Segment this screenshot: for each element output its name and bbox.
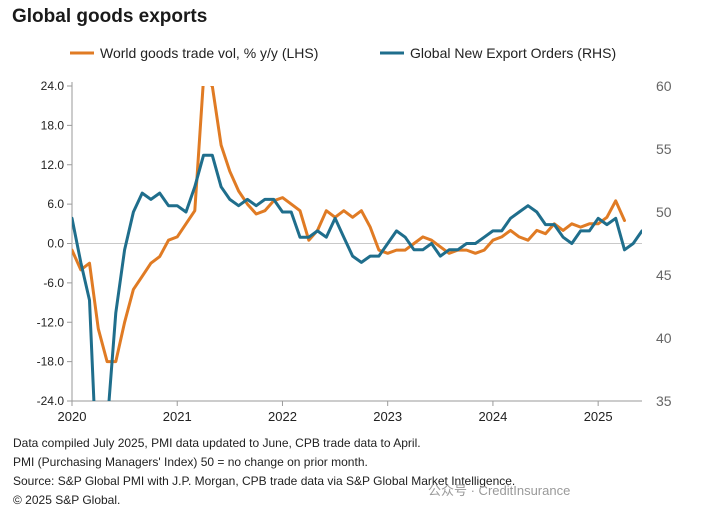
chart-svg: 24.0 18.0 12.0 6.0 0.0 -6.0 -12.0 -18.0 -24.0 60 5… (37, 45, 672, 424)
footnote-copyright: © 2025 S&P Global. (13, 493, 121, 507)
chart-title: Global goods exports (12, 6, 208, 27)
x-tick-label: 2025 (584, 409, 613, 424)
x-tick-label: 2023 (373, 409, 402, 424)
footnote-source: Source: S&P Global PMI with J.P. Morgan,… (13, 474, 516, 488)
left-tick-label: -18.0 (37, 355, 65, 369)
series-line-trade-volume (72, 86, 626, 364)
watermark: 公众号 · CreditInsurance (428, 483, 571, 498)
left-tick-label: -24.0 (37, 394, 65, 408)
right-tick-label: 40 (656, 330, 672, 346)
legend-label-trade-volume: World goods trade vol, % y/y (LHS) (100, 45, 318, 61)
right-tick-label: 50 (656, 204, 672, 220)
x-tick-label: 2022 (268, 409, 297, 424)
left-tick-label: -12.0 (37, 315, 65, 329)
left-tick-label: 12.0 (41, 158, 65, 172)
footnote-compiled: Data compiled July 2025, PMI data update… (13, 436, 421, 450)
series-line-export-orders (72, 153, 642, 401)
right-tick-label: 45 (656, 267, 672, 283)
left-tick-label: -6.0 (43, 276, 64, 290)
left-tick-label: 6.0 (47, 197, 64, 211)
x-tick-label: 2020 (58, 409, 87, 424)
right-tick-label: 35 (656, 393, 672, 409)
left-tick-label: 24.0 (41, 79, 65, 93)
right-tick-label: 60 (656, 78, 672, 94)
left-tick-label: 0.0 (47, 237, 64, 251)
x-tick-label: 2021 (163, 409, 192, 424)
legend-label-export-orders: Global New Export Orders (RHS) (410, 45, 616, 61)
right-tick-label: 55 (656, 141, 672, 157)
footnote-pmi-definition: PMI (Purchasing Managers' Index) 50 = no… (13, 455, 368, 469)
left-tick-label: 18.0 (41, 118, 65, 132)
x-tick-label: 2024 (478, 409, 507, 424)
